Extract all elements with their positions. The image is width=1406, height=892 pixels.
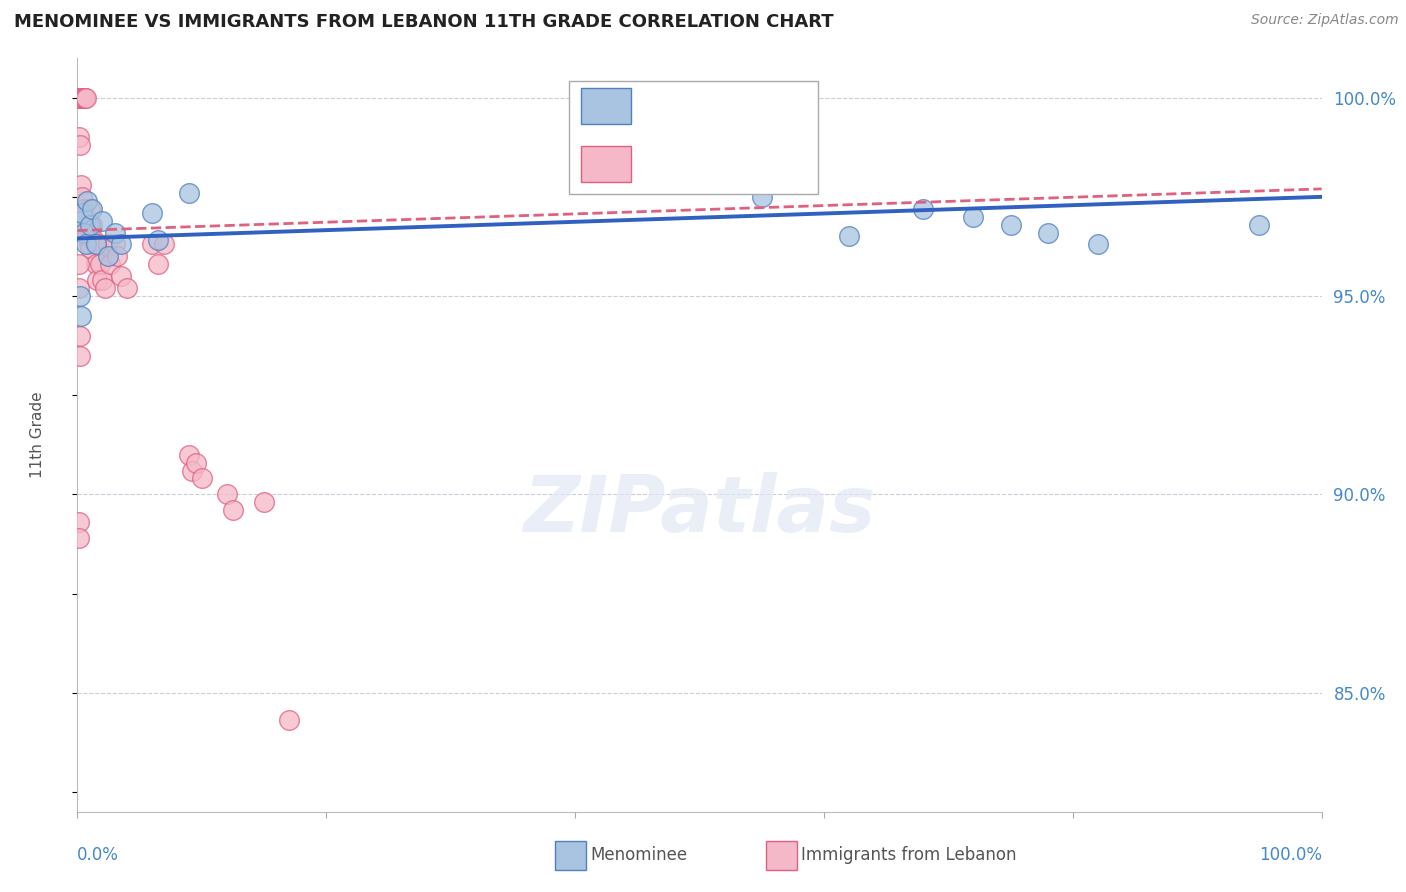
Point: [89, 257, 111, 271]
Point: [1036, 226, 1059, 240]
Point: [77, 237, 100, 252]
Point: [83, 234, 105, 248]
Text: ZIPatlas: ZIPatlas: [523, 472, 876, 549]
Text: Source: ZipAtlas.com: Source: ZipAtlas.com: [1251, 13, 1399, 28]
Point: [72, 226, 94, 240]
Point: [87, 237, 110, 252]
Point: [72, 90, 94, 104]
Point: [115, 281, 138, 295]
Point: [67, 210, 90, 224]
Point: [179, 186, 201, 200]
Point: [1087, 237, 1109, 252]
Point: [98, 257, 121, 271]
Point: [67, 130, 90, 145]
Point: [72, 190, 94, 204]
Point: [253, 495, 276, 509]
Point: [72, 205, 94, 219]
Text: R = 0.345: R = 0.345: [641, 95, 731, 113]
Point: [153, 237, 176, 252]
Point: [104, 237, 127, 252]
Point: [148, 234, 170, 248]
Point: [69, 138, 91, 153]
Point: [91, 213, 114, 227]
Point: [97, 237, 120, 252]
Text: N = 25: N = 25: [742, 95, 806, 113]
Point: [1000, 218, 1022, 232]
Text: N = 51: N = 51: [742, 156, 806, 174]
Point: [75, 237, 97, 252]
Point: [79, 202, 101, 216]
Point: [838, 229, 860, 244]
Text: 11th Grade: 11th Grade: [30, 392, 45, 478]
Point: [73, 90, 96, 104]
Point: [79, 218, 101, 232]
Point: [105, 249, 128, 263]
Point: [75, 90, 97, 104]
Point: [93, 281, 115, 295]
Point: [222, 503, 245, 517]
Point: [184, 456, 207, 470]
Point: [141, 237, 163, 252]
Point: [751, 190, 773, 204]
FancyBboxPatch shape: [581, 88, 631, 124]
Point: [97, 249, 120, 263]
Point: [86, 273, 108, 287]
Point: [70, 178, 93, 192]
Point: [69, 328, 91, 343]
Point: [91, 273, 114, 287]
Point: [72, 90, 94, 104]
Text: 100.0%: 100.0%: [1258, 846, 1322, 863]
Point: [70, 309, 93, 323]
Point: [69, 289, 91, 303]
Point: [67, 90, 90, 104]
Point: [110, 269, 132, 284]
Text: Menominee: Menominee: [591, 847, 688, 864]
Point: [67, 515, 90, 529]
Point: [110, 237, 132, 252]
Point: [277, 714, 299, 728]
Point: [215, 487, 238, 501]
Point: [75, 221, 97, 235]
Text: R = 0.072: R = 0.072: [641, 156, 731, 174]
Point: [67, 281, 90, 295]
Point: [82, 202, 104, 216]
Point: [70, 213, 93, 227]
Point: [69, 349, 91, 363]
Text: MENOMINEE VS IMMIGRANTS FROM LEBANON 11TH GRADE CORRELATION CHART: MENOMINEE VS IMMIGRANTS FROM LEBANON 11T…: [14, 13, 834, 31]
Point: [73, 210, 96, 224]
Point: [148, 257, 170, 271]
Point: [76, 229, 98, 244]
Point: [962, 210, 984, 224]
Point: [191, 471, 214, 485]
Point: [912, 202, 935, 216]
Point: [69, 90, 91, 104]
Point: [1249, 218, 1271, 232]
Point: [72, 202, 94, 216]
FancyBboxPatch shape: [581, 146, 631, 182]
Point: [79, 221, 101, 235]
FancyBboxPatch shape: [569, 80, 818, 194]
Point: [180, 464, 202, 478]
Point: [79, 241, 101, 255]
Text: Immigrants from Lebanon: Immigrants from Lebanon: [801, 847, 1017, 864]
Point: [76, 194, 98, 208]
Point: [84, 237, 107, 252]
Point: [67, 257, 90, 271]
Point: [104, 226, 127, 240]
Point: [179, 448, 201, 462]
Point: [67, 531, 90, 545]
Point: [70, 90, 93, 104]
Point: [82, 218, 104, 232]
Text: 0.0%: 0.0%: [77, 846, 120, 863]
Point: [141, 205, 163, 219]
Point: [84, 257, 107, 271]
